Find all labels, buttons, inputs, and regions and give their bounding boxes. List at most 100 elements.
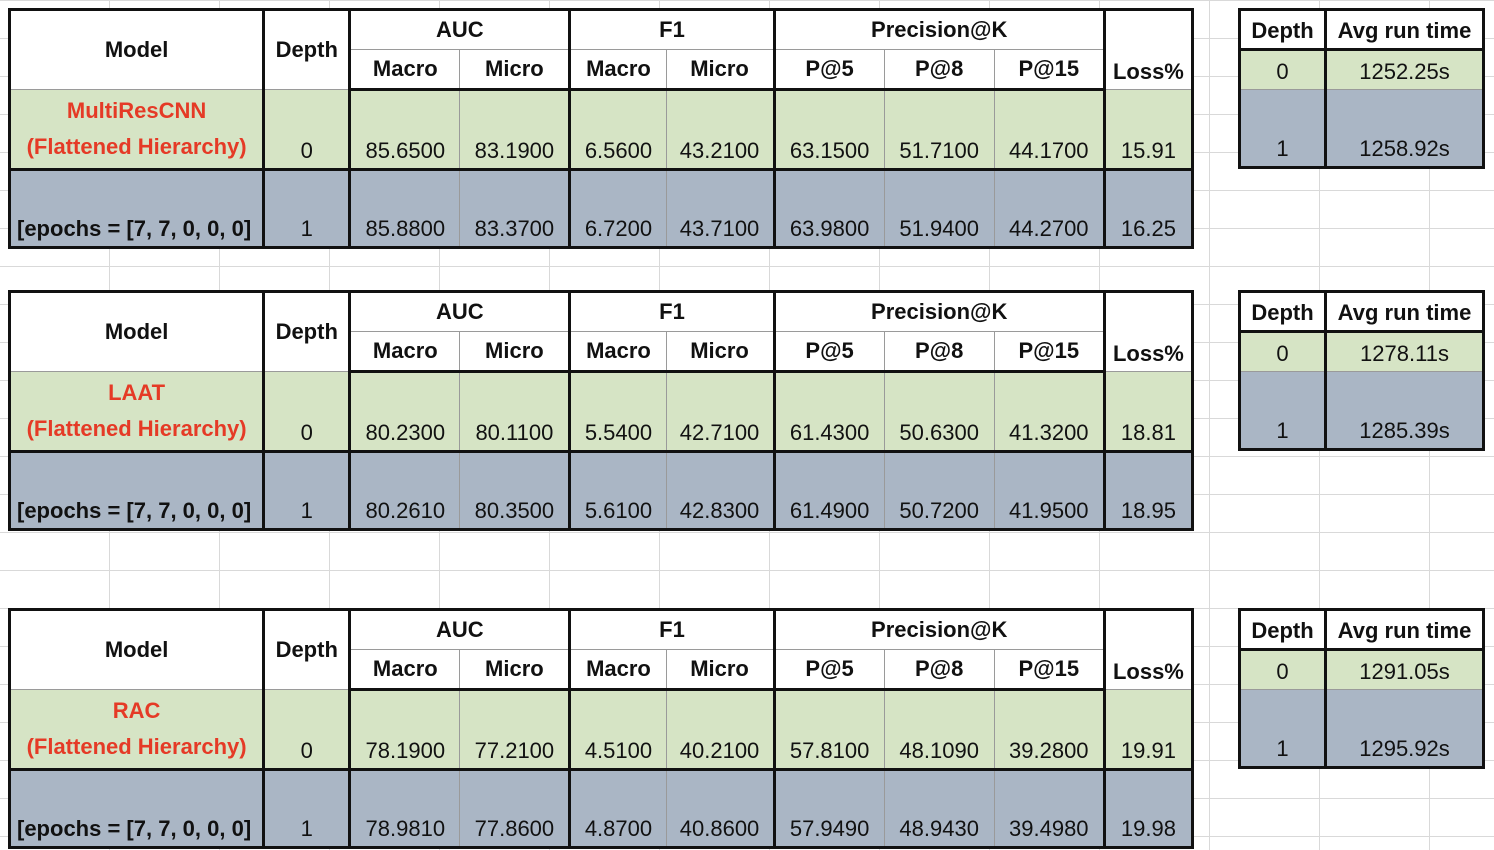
- p5-cell: 57.9490: [773, 769, 885, 848]
- runtime-depth-cell: 1: [1239, 689, 1327, 768]
- f1-macro-cell: 5.6100: [569, 451, 667, 530]
- runtime-depth-cell: 1: [1239, 89, 1327, 168]
- loss-cell: 16.25: [1103, 169, 1194, 248]
- p5-header: P@5: [773, 331, 885, 373]
- p5-cell: 61.4300: [773, 371, 885, 453]
- runtime-depth-header: Depth: [1239, 291, 1327, 333]
- model-header: Model: [8, 291, 266, 372]
- runtime-depth-header: Depth: [1239, 609, 1327, 651]
- depth-cell: 0: [263, 371, 352, 453]
- f1-macro-cell: 4.8700: [569, 769, 667, 848]
- depth-header: Depth: [263, 609, 352, 690]
- runtime-depth-cell: 0: [1239, 49, 1327, 90]
- p5-header: P@5: [773, 49, 885, 91]
- table-row: 1 1295.92s: [1239, 689, 1484, 768]
- p5-cell: 63.9800: [773, 169, 885, 248]
- p8-cell: 50.6300: [883, 371, 995, 453]
- model-subtitle: (Flattened Hierarchy): [26, 416, 247, 441]
- table-row: RAC (Flattened Hierarchy) 0 78.1900 77.2…: [8, 689, 1194, 771]
- f1-macro-header: Macro: [569, 331, 667, 373]
- epochs-cell: [epochs = [7, 7, 0, 0, 0]: [8, 169, 266, 248]
- p8-cell: 51.7100: [883, 89, 995, 171]
- auc-header: AUC: [349, 291, 572, 332]
- model-name-cell: MultiResCNN (Flattened Hierarchy): [8, 89, 266, 171]
- f1-macro-header: Macro: [569, 49, 667, 91]
- table-row: 0 1278.11s: [1239, 331, 1484, 372]
- auc-macro-cell: 85.8800: [349, 169, 461, 248]
- runtime-depth-cell: 1: [1239, 371, 1327, 450]
- f1-micro-header: Micro: [665, 331, 776, 373]
- p8-cell: 51.9400: [883, 169, 995, 248]
- model-name: MultiResCNN: [66, 98, 207, 123]
- results-table: Model Depth AUC F1 Precision@K Loss% Mac…: [8, 608, 1194, 849]
- p15-cell: 44.2700: [993, 169, 1106, 248]
- auc-header: AUC: [349, 9, 572, 50]
- f1-macro-cell: 6.7200: [569, 169, 667, 248]
- table-row: 0 1252.25s: [1239, 49, 1484, 90]
- p5-cell: 57.8100: [773, 689, 885, 771]
- f1-micro-header: Micro: [665, 649, 776, 691]
- f1-micro-cell: 43.2100: [665, 89, 776, 171]
- p15-cell: 44.1700: [993, 89, 1106, 171]
- model-header: Model: [8, 609, 266, 690]
- p15-header: P@15: [993, 49, 1106, 91]
- runtime-time-cell: 1278.11s: [1325, 331, 1484, 372]
- model-name: RAC: [112, 698, 161, 723]
- runtime-depth-cell: 0: [1239, 649, 1327, 690]
- epochs-cell: [epochs = [7, 7, 0, 0, 0]: [8, 451, 266, 530]
- f1-header: F1: [569, 609, 776, 650]
- p15-header: P@15: [993, 331, 1106, 373]
- f1-header: F1: [569, 291, 776, 332]
- model-subtitle: (Flattened Hierarchy): [26, 734, 247, 759]
- model-subtitle: (Flattened Hierarchy): [26, 134, 247, 159]
- depth-header: Depth: [263, 291, 352, 372]
- auc-macro-cell: 78.1900: [349, 689, 461, 771]
- depth-header: Depth: [263, 9, 352, 90]
- model-name-cell: RAC (Flattened Hierarchy): [8, 689, 266, 771]
- auc-micro-header: Micro: [459, 331, 572, 373]
- f1-micro-cell: 42.8300: [665, 451, 776, 530]
- runtime-time-cell: 1295.92s: [1325, 689, 1484, 768]
- table-row: [epochs = [7, 7, 0, 0, 0] 1 78.9810 77.8…: [8, 769, 1194, 848]
- precision-header: Precision@K: [773, 9, 1106, 50]
- table-row: 0 1291.05s: [1239, 649, 1484, 690]
- f1-header: F1: [569, 9, 776, 50]
- p8-cell: 50.7200: [883, 451, 995, 530]
- p5-header: P@5: [773, 649, 885, 691]
- table-row: [epochs = [7, 7, 0, 0, 0] 1 85.8800 83.3…: [8, 169, 1194, 248]
- avg-run-time-header: Avg run time: [1325, 9, 1484, 51]
- p5-cell: 61.4900: [773, 451, 885, 530]
- results-table: Model Depth AUC F1 Precision@K Loss% Mac…: [8, 8, 1194, 249]
- table-row: MultiResCNN (Flattened Hierarchy) 0 85.6…: [8, 89, 1194, 171]
- depth-cell: 1: [263, 451, 352, 530]
- depth-cell: 0: [263, 689, 352, 771]
- f1-macro-cell: 4.5100: [569, 689, 667, 771]
- p8-cell: 48.9430: [883, 769, 995, 848]
- auc-macro-header: Macro: [349, 331, 461, 373]
- table-row: [epochs = [7, 7, 0, 0, 0] 1 80.2610 80.3…: [8, 451, 1194, 530]
- auc-macro-cell: 80.2610: [349, 451, 461, 530]
- f1-micro-cell: 42.7100: [665, 371, 776, 453]
- f1-micro-header: Micro: [665, 49, 776, 91]
- loss-cell: 19.98: [1103, 769, 1194, 848]
- loss-cell: 18.95: [1103, 451, 1194, 530]
- runtime-time-cell: 1285.39s: [1325, 371, 1484, 450]
- precision-header: Precision@K: [773, 609, 1106, 650]
- p8-header: P@8: [883, 49, 995, 91]
- auc-micro-cell: 77.2100: [459, 689, 572, 771]
- auc-micro-cell: 77.8600: [459, 769, 572, 848]
- f1-macro-cell: 5.5400: [569, 371, 667, 453]
- auc-micro-header: Micro: [459, 649, 572, 691]
- auc-macro-header: Macro: [349, 49, 461, 91]
- loss-cell: 19.91: [1103, 689, 1194, 771]
- loss-header: Loss%: [1103, 9, 1194, 90]
- loss-header: Loss%: [1103, 291, 1194, 372]
- results-table: Model Depth AUC F1 Precision@K Loss% Mac…: [8, 290, 1194, 531]
- runtime-time-cell: 1258.92s: [1325, 89, 1484, 168]
- model-name: LAAT: [108, 380, 166, 405]
- auc-header: AUC: [349, 609, 572, 650]
- auc-macro-cell: 85.6500: [349, 89, 461, 171]
- avg-run-time-header: Avg run time: [1325, 609, 1484, 651]
- model-header: Model: [8, 9, 266, 90]
- f1-macro-cell: 6.5600: [569, 89, 667, 171]
